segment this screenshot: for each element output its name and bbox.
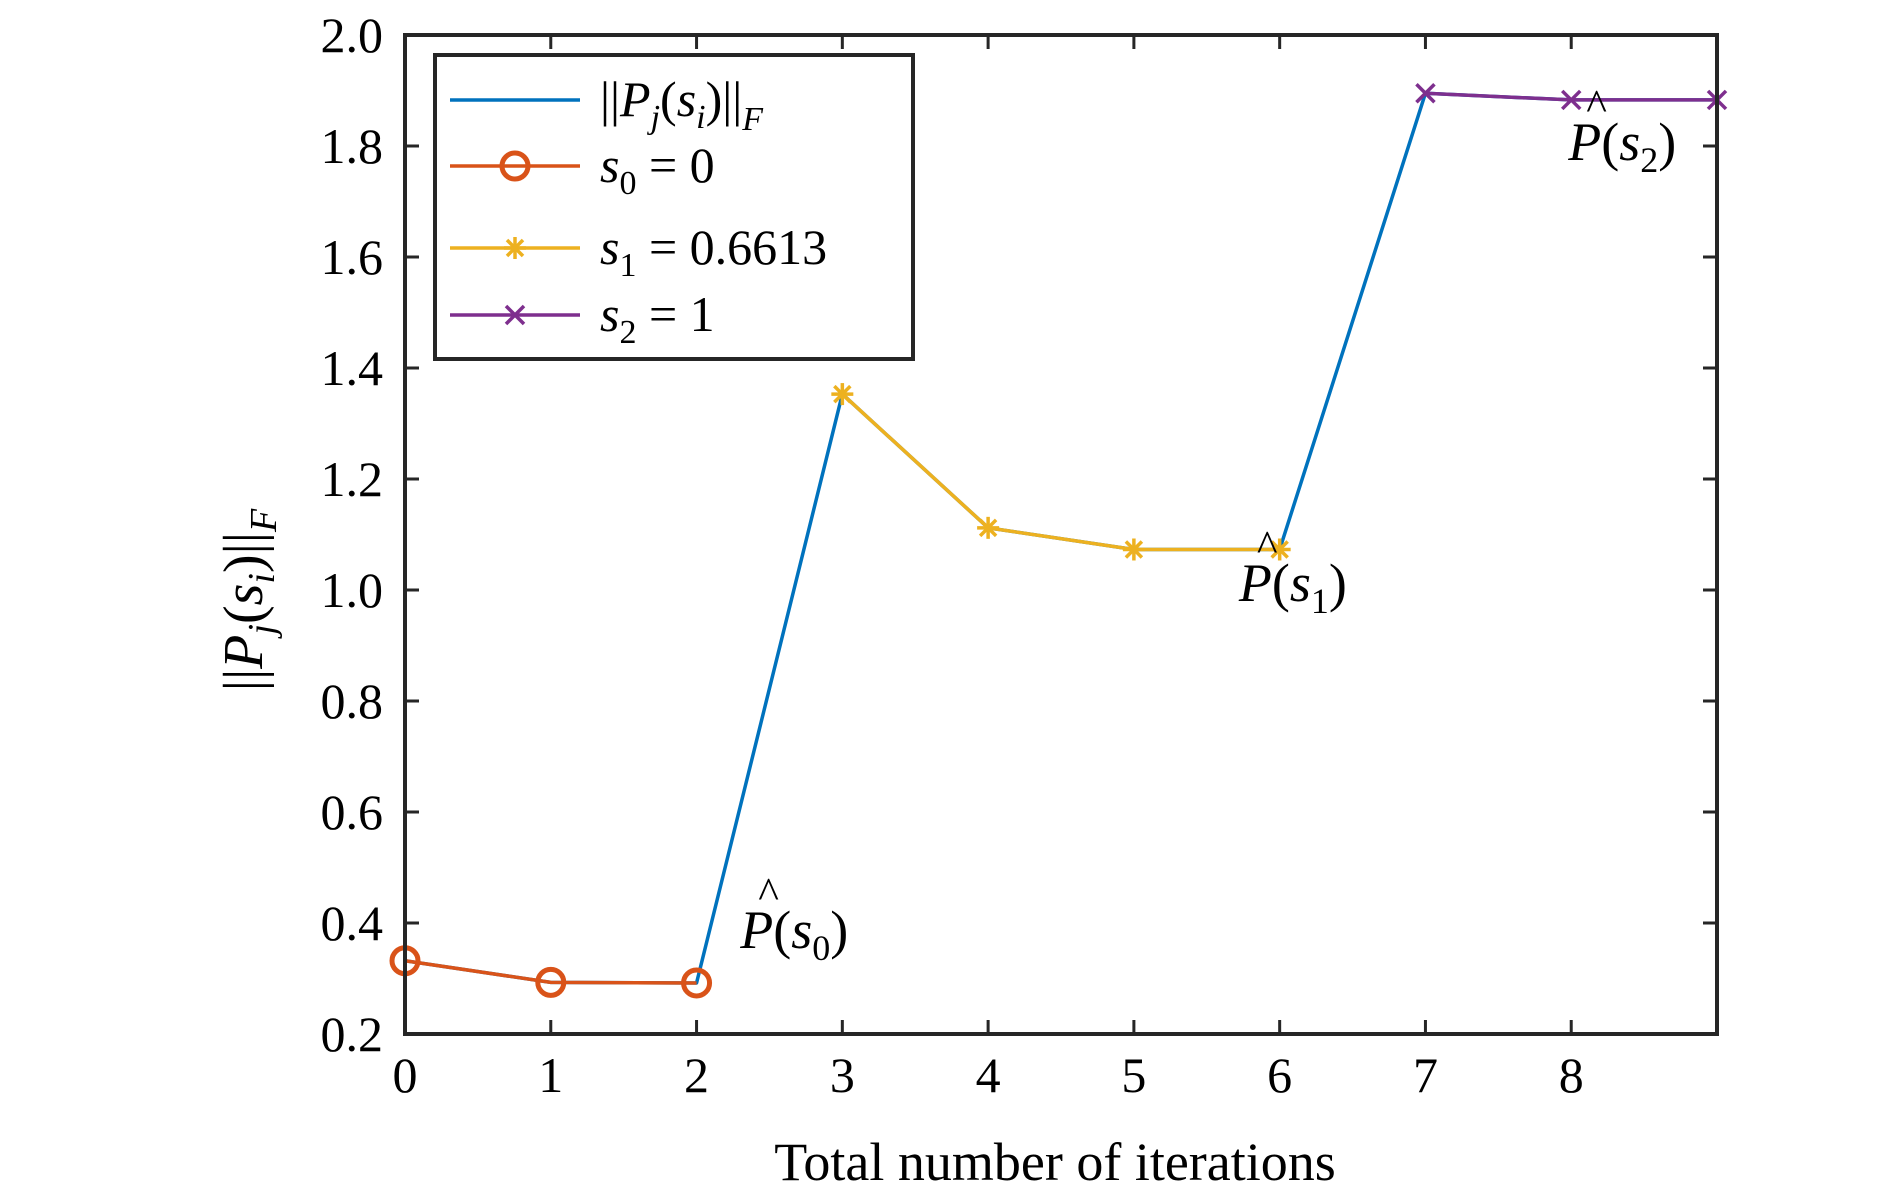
series-line-2: [841, 392, 1280, 552]
legend-entry-s2: s2 = 1: [450, 286, 715, 351]
y-tick-label: 1.8: [321, 118, 384, 174]
data-point-star: [1268, 538, 1291, 561]
annotation-text: P(s2): [1567, 112, 1676, 180]
axes: 0 1 2 3 4 5 6 7 8 0.2 0.4 0.6 0.8 1.0 1.2 1.4 1.6 1.8 2.0: [321, 7, 1719, 1103]
y-tick-label: 0.8: [321, 673, 384, 729]
annotations: ^P(s0)^P(s1)^P(s2): [739, 81, 1676, 968]
annotation-hat: ^: [1586, 81, 1607, 130]
legend-label-s2: s2 = 1: [600, 286, 715, 351]
y-tick-label: 0.2: [321, 1006, 384, 1062]
annotation-text: P(s1): [1238, 553, 1347, 621]
legend-label-s1: s1 = 0.6613: [600, 219, 827, 284]
y-tick-label: 1.0: [321, 562, 384, 618]
legend-box: [433, 53, 915, 361]
annotation-text: P(s0): [739, 900, 848, 968]
x-tick-label: 4: [976, 1047, 1001, 1103]
x-tick-label: 2: [684, 1047, 709, 1103]
legend-label-s0: s0 = 0: [600, 137, 715, 202]
y-tick-label: 0.6: [321, 784, 384, 840]
axes-box: [403, 33, 1719, 1036]
y-tick-label: 0.4: [321, 895, 384, 951]
x-tick-label: 6: [1267, 1047, 1292, 1103]
annotation-p-hat-s1: ^P(s1): [1238, 522, 1347, 621]
legend-entry-s0: s0 = 0: [450, 137, 715, 202]
y-tick-label: 1.6: [321, 229, 384, 285]
legend-marker-s1: [504, 237, 526, 259]
legend-marker-s0: [499, 150, 531, 182]
plot-area: [389, 83, 1728, 999]
y-tick-label: 1.4: [321, 340, 384, 396]
annotation-hat: ^: [1257, 522, 1278, 571]
annotation-p-hat-s0: ^P(s0): [739, 869, 848, 968]
data-point-star: [977, 516, 1000, 539]
x-tick-label: 7: [1413, 1047, 1438, 1103]
data-point-x: [1560, 89, 1582, 111]
x-tick-label: 3: [830, 1047, 855, 1103]
x-tick-label: 5: [1121, 1047, 1146, 1103]
legend: ||Pj(si)||F s0 = 0 s1 = 0.6613: [433, 53, 915, 361]
x-axis-label: Total number of iterations: [774, 1132, 1336, 1192]
x-tick-label: 8: [1559, 1047, 1584, 1103]
x-tick-label: 0: [393, 1047, 418, 1103]
legend-entry-norm: ||Pj(si)||F: [450, 71, 764, 138]
legend-marker-s2: [504, 304, 526, 326]
y-axis-label: ||Pj(si)||F: [213, 508, 285, 691]
data-point-circle: [535, 966, 567, 998]
legend-entry-s1: s1 = 0.6613: [450, 219, 827, 284]
annotation-hat: ^: [758, 869, 779, 918]
y-tick-label: 1.2: [321, 451, 384, 507]
x-tick-label: 1: [538, 1047, 563, 1103]
data-point-x: [1415, 83, 1436, 104]
data-point-circle: [681, 967, 713, 999]
y-tick-label: 2.0: [321, 7, 384, 63]
data-point-star: [1122, 538, 1145, 561]
annotation-p-hat-s2: ^P(s2): [1567, 81, 1676, 180]
data-point-star: [831, 383, 854, 406]
legend-label-norm: ||Pj(si)||F: [600, 71, 764, 138]
series-line-1: [404, 959, 697, 985]
